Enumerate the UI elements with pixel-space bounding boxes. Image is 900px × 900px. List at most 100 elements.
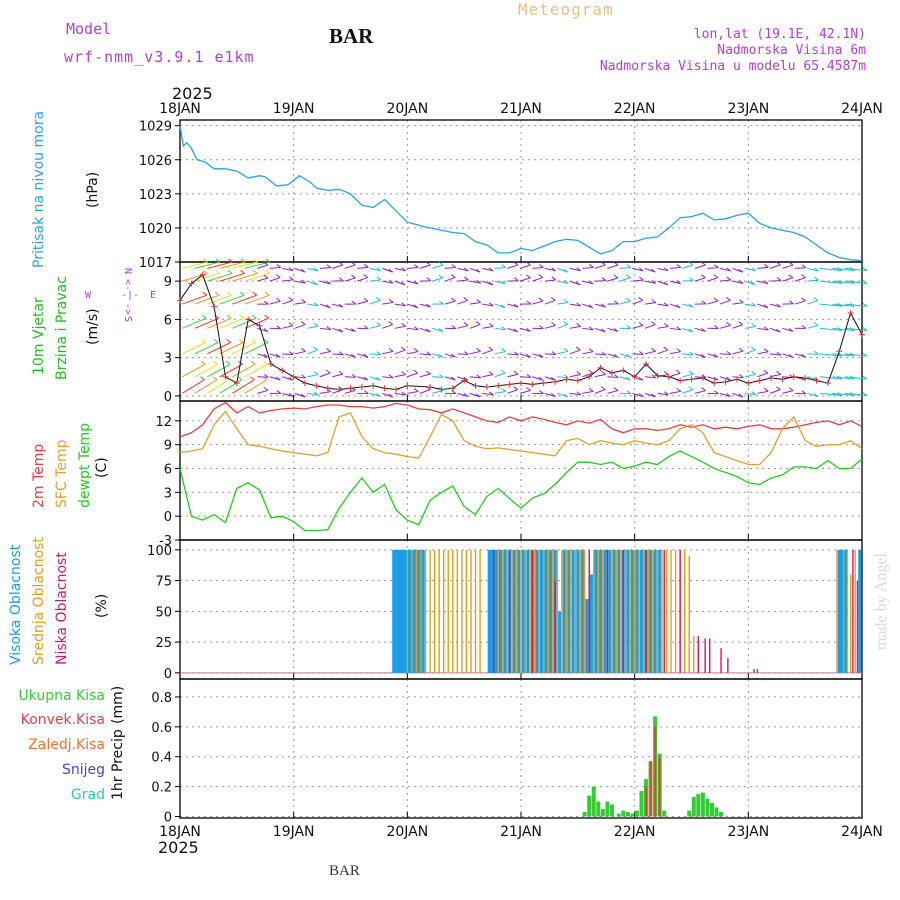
wind-speed-marker bbox=[313, 382, 320, 389]
wind-barb bbox=[619, 300, 631, 305]
wind-barb-head bbox=[588, 326, 594, 331]
wind-speed-marker bbox=[847, 310, 854, 317]
wind-barb bbox=[632, 279, 644, 282]
wind-barb-head bbox=[363, 376, 369, 381]
mid-cloud-bar bbox=[533, 549, 536, 673]
wind-barb bbox=[694, 327, 706, 332]
wind-barb-head bbox=[501, 348, 506, 352]
wind-barb bbox=[419, 327, 431, 333]
wind-barb bbox=[282, 267, 294, 272]
wind-barb bbox=[569, 392, 581, 396]
wind-speed-marker bbox=[211, 303, 218, 310]
wind-barb bbox=[782, 390, 794, 394]
wind-barb-head bbox=[514, 351, 519, 356]
wind-barb bbox=[519, 327, 531, 332]
wind-speed-marker bbox=[302, 380, 309, 387]
wind-barb bbox=[594, 264, 606, 269]
wind-barb-head bbox=[463, 322, 469, 326]
wind-barb bbox=[532, 300, 544, 305]
wind-barb-head bbox=[288, 322, 294, 327]
wind-barb bbox=[769, 373, 781, 378]
low-cloud-bar bbox=[493, 549, 495, 673]
y-tick-label: 3 bbox=[164, 486, 172, 501]
wind-barb bbox=[307, 374, 319, 378]
wind-barb-head bbox=[413, 304, 418, 309]
model-label: Model bbox=[66, 20, 111, 38]
wind-barb bbox=[544, 376, 556, 381]
wind-barb-head bbox=[325, 304, 331, 309]
mid-cloud-bar bbox=[583, 549, 586, 673]
compass-w: W bbox=[85, 290, 92, 301]
high-cloud-bar bbox=[487, 549, 491, 673]
watermark: made by Angel bbox=[873, 553, 890, 650]
wind-barb-head bbox=[563, 393, 569, 398]
wind-barb bbox=[394, 303, 406, 307]
wind-barb-head bbox=[426, 351, 432, 356]
wind-barb-head bbox=[275, 274, 281, 278]
conv-precip-bar bbox=[658, 756, 661, 817]
mid-cloud-bar bbox=[406, 549, 409, 673]
low-cloud-bar bbox=[531, 549, 534, 673]
wind-barb bbox=[669, 327, 681, 331]
mid-cloud-bar bbox=[502, 549, 504, 673]
high-cloud-bar bbox=[840, 549, 844, 673]
wind-title-label-1: 10m Vjetar bbox=[31, 297, 47, 375]
total-precip-bar bbox=[596, 801, 601, 817]
meteogram-marks bbox=[177, 125, 868, 817]
wind-barb-head bbox=[776, 328, 781, 333]
wind-barb bbox=[532, 376, 544, 381]
total-precip-bar bbox=[662, 810, 667, 817]
wind-barb bbox=[807, 300, 818, 305]
wind-barb-head bbox=[788, 387, 794, 392]
wind-barb bbox=[782, 264, 794, 269]
wind-barb bbox=[619, 277, 631, 282]
model-elevation-label: Nadmorska Visina u modelu 65.4587m bbox=[600, 59, 866, 74]
year-label-bottom: 2025 bbox=[158, 838, 199, 857]
mid-cloud-bar bbox=[624, 549, 627, 673]
wind-barb bbox=[232, 294, 257, 305]
lonlat-label: lon,lat (19.1E, 42.1N) bbox=[694, 27, 866, 42]
wind-barb bbox=[219, 294, 245, 305]
legend-snow: Snijeg bbox=[62, 762, 105, 778]
wind-barb bbox=[682, 373, 694, 378]
mid-cloud-bar bbox=[570, 549, 572, 673]
mid-cloud-bar bbox=[443, 549, 445, 673]
dewpt-label: dewpt Temp bbox=[77, 423, 93, 508]
wind-barb bbox=[319, 303, 331, 309]
wind-barb-head bbox=[751, 323, 757, 327]
wind-barb bbox=[732, 324, 743, 329]
wind-barb-head bbox=[438, 261, 444, 266]
wind-barb bbox=[394, 374, 406, 378]
wind-barb bbox=[732, 392, 743, 398]
mid-cloud-bar bbox=[461, 549, 463, 673]
wind-barb bbox=[819, 303, 842, 307]
wind-barb-head bbox=[265, 258, 271, 263]
wind-barb bbox=[644, 376, 656, 379]
wind-barb bbox=[257, 264, 268, 269]
wind-barb-head bbox=[313, 371, 319, 376]
wind-barb-head bbox=[539, 264, 544, 268]
wind-barb bbox=[707, 277, 719, 282]
wind-barb-head bbox=[401, 371, 406, 376]
wind-barb-head bbox=[713, 353, 719, 358]
wind-speed-marker bbox=[540, 380, 547, 387]
low-cloud-label: Niska Oblacnost bbox=[54, 552, 70, 665]
wind-barb bbox=[744, 280, 756, 286]
wind-barb-head bbox=[575, 281, 581, 286]
wind-barb bbox=[544, 299, 556, 305]
wind-speed-marker bbox=[813, 377, 820, 384]
y-tick-label: 0 bbox=[164, 667, 172, 682]
wind-barb bbox=[444, 266, 456, 269]
wind-barb bbox=[369, 299, 381, 305]
wind-barb-head bbox=[376, 322, 381, 326]
wind-barb bbox=[469, 301, 481, 305]
wind-barb bbox=[307, 280, 318, 286]
wind-barb-head bbox=[862, 267, 868, 271]
wind-barb-head bbox=[338, 328, 344, 333]
wind-barb bbox=[357, 300, 369, 305]
wind-barb-head bbox=[601, 303, 606, 308]
wind-barb-head bbox=[475, 268, 481, 273]
wind-barb-head bbox=[313, 281, 318, 286]
wind-barb bbox=[419, 303, 431, 308]
wind-speed-marker bbox=[495, 382, 502, 389]
